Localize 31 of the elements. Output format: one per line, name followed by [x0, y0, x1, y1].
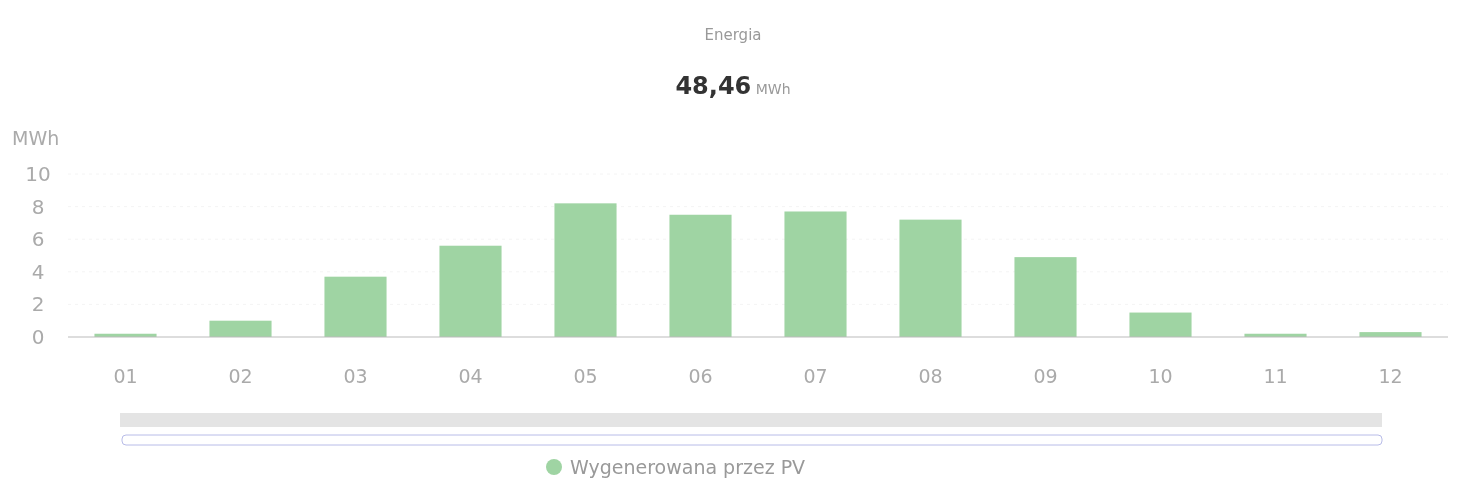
bar: [784, 211, 847, 337]
bar: [439, 245, 502, 337]
bar: [209, 320, 272, 337]
x-tick-label: 02: [228, 365, 253, 387]
y-tick-label: 2: [31, 292, 45, 317]
legend-label: Wygenerowana przez PV: [570, 456, 806, 478]
x-tick-label: 10: [1148, 365, 1173, 387]
x-tick-label: 07: [803, 365, 828, 387]
y-tick-label: 8: [31, 194, 45, 219]
x-tick-label: 01: [113, 365, 138, 387]
bar: [899, 219, 962, 337]
bar: [1129, 312, 1192, 337]
x-tick-label: 08: [918, 365, 943, 387]
bar: [669, 214, 732, 337]
chart-subtitle: 48,46 MWh: [675, 72, 791, 100]
x-tick-label: 05: [573, 365, 598, 387]
bar: [1014, 257, 1077, 337]
y-tick-label: 0: [31, 325, 45, 349]
x-tick-label: 09: [1033, 365, 1058, 387]
y-tick-label: 10: [25, 162, 51, 186]
x-tick-label: 04: [458, 365, 483, 387]
y-axis-title: MWh: [12, 127, 60, 149]
y-tick-label: 4: [31, 259, 45, 284]
x-tick-label: 06: [688, 365, 713, 387]
bar: [324, 276, 387, 337]
x-tick-label: 03: [343, 365, 368, 387]
chart-title: Energia: [704, 26, 762, 44]
bar: [554, 203, 617, 337]
x-tick-label: 12: [1378, 365, 1403, 387]
x-tick-label: 11: [1263, 365, 1288, 387]
y-tick-label: 6: [31, 227, 45, 252]
